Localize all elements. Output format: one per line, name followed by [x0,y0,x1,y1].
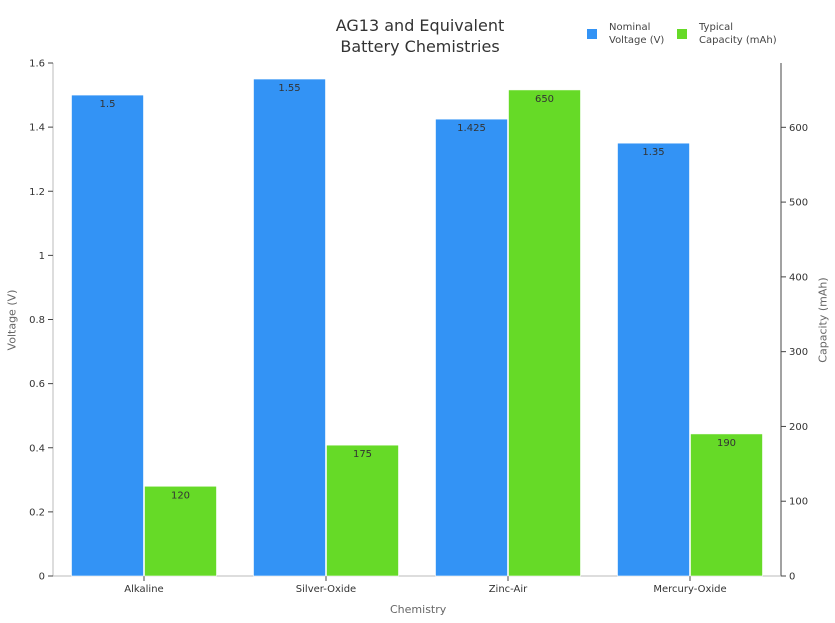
voltage-data-label: 1.35 [642,147,664,158]
y-right-tick-label: 0 [789,572,795,583]
y-right-tick-label: 500 [789,198,808,209]
capacity-bar-alkaline [144,485,217,577]
y-right-tick-label: 300 [789,347,808,358]
legend-swatch-voltage [587,29,597,39]
capacity-data-label: 120 [171,490,190,501]
voltage-data-label: 1.5 [100,99,116,110]
y-left-tick-label: 1.4 [29,123,45,134]
voltage-data-label: 1.425 [457,123,486,134]
x-tick-label: Alkaline [124,584,163,595]
capacity-bar-silver-oxide [326,444,399,577]
capacity-data-label: 650 [535,94,554,105]
y-left-tick-label: 0 [39,572,45,583]
voltage-data-label: 1.55 [278,83,300,94]
y-left-tick-label: 0.2 [29,507,45,518]
y-left-tick-label: 0.6 [29,379,45,390]
capacity-data-label: 190 [717,438,736,449]
legend-label-voltage-line-1: Nominal [609,22,651,33]
voltage-bar-mercury-oxide [617,142,690,577]
y-right-tick-label: 100 [789,497,808,508]
legend-swatch-capacity [677,29,687,39]
y-left-tick-label: 0.4 [29,443,45,454]
y-left-tick-label: 1.2 [29,187,45,198]
chart-title-line-2: Battery Chemistries [340,37,500,56]
x-axis-title: Chemistry [390,603,447,616]
legend-label-voltage-line-2: Voltage (V) [609,35,665,46]
y-right-tick-label: 400 [789,272,808,283]
voltage-bar-zinc-air [435,118,508,577]
legend-label-voltage: Nominal Voltage (V) [609,21,699,47]
x-tick-label: Mercury-Oxide [653,584,726,595]
voltage-bar-silver-oxide [253,78,326,577]
y-right-tick-label: 600 [789,123,808,134]
legend-label-capacity-line-2: Capacity (mAh) [699,35,777,46]
y-right-tick-label: 200 [789,422,808,433]
x-tick-label: Zinc-Air [489,584,528,595]
capacity-bar-zinc-air [508,89,581,577]
voltage-bar-alkaline [71,94,144,577]
capacity-data-label: 175 [353,449,372,460]
legend-label-capacity-line-1: Typical [699,22,733,33]
y-left-tick-label: 1.6 [29,59,45,70]
y-left-tick-label: 0.8 [29,315,45,326]
x-tick-label: Silver-Oxide [296,584,356,595]
capacity-bar-mercury-oxide [690,433,763,577]
chart-title-line-1: AG13 and Equivalent [335,16,505,35]
y-left-tick-label: 1 [39,251,45,262]
legend-label-capacity: Typical Capacity (mAh) [699,21,789,47]
